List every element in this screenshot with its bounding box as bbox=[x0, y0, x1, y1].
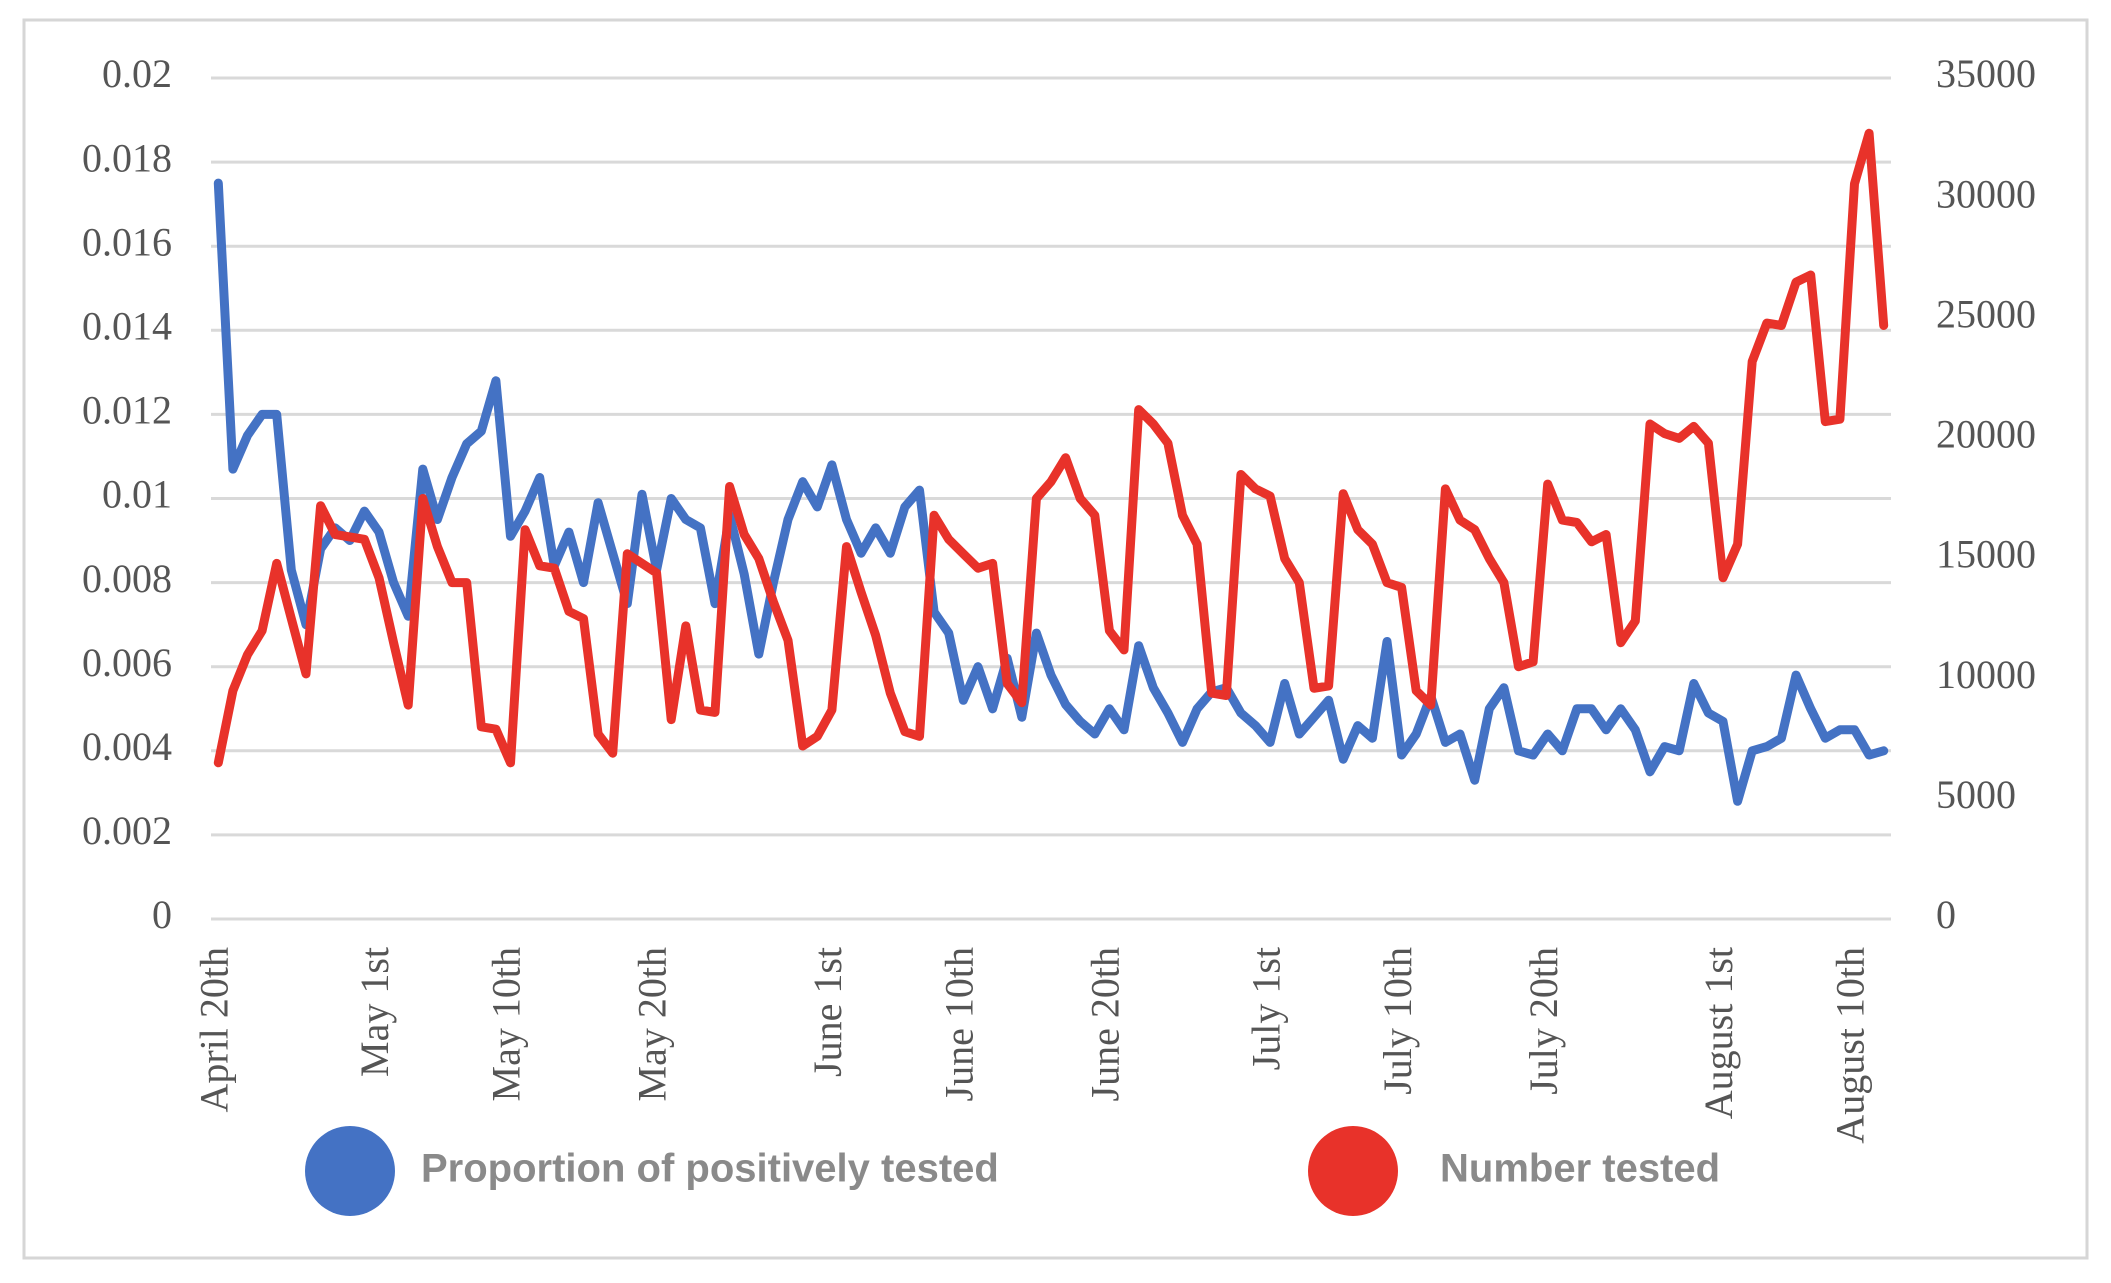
series-line bbox=[213, 178, 1889, 806]
legend-label: Proportion of positively tested bbox=[421, 1147, 999, 1191]
legend-label: Number tested bbox=[1440, 1147, 1720, 1191]
y2-tick-label: 15000 bbox=[1936, 532, 2036, 577]
y-tick-label: 0.01 bbox=[102, 472, 172, 517]
x-tick-label: July 10th bbox=[1375, 947, 1420, 1095]
y-tick-label: 0 bbox=[152, 892, 172, 937]
y2-tick-label: 20000 bbox=[1936, 412, 2036, 457]
y-tick-label: 0.018 bbox=[82, 135, 172, 180]
x-tick-label: August 10th bbox=[1828, 947, 1873, 1144]
chart-frame bbox=[22, 18, 2089, 1260]
y-tick-label: 0.002 bbox=[82, 808, 172, 853]
legend-marker bbox=[305, 1126, 395, 1216]
x-tick-label: June 20th bbox=[1083, 947, 1128, 1101]
y2-tick-label: 0 bbox=[1936, 892, 1956, 937]
y2-tick-label: 10000 bbox=[1936, 652, 2036, 697]
x-tick-label: May 10th bbox=[484, 947, 529, 1101]
series-line bbox=[213, 128, 1889, 768]
x-tick-label: May 20th bbox=[630, 947, 675, 1101]
y2-tick-label: 30000 bbox=[1936, 171, 2036, 216]
y-tick-label: 0.016 bbox=[82, 219, 172, 264]
x-tick-label: April 20th bbox=[191, 947, 236, 1113]
x-tick-label: May 1st bbox=[352, 947, 397, 1077]
y-tick-label: 0.014 bbox=[82, 303, 172, 348]
y2-tick-label: 25000 bbox=[1936, 291, 2036, 336]
x-tick-label: July 1st bbox=[1243, 947, 1288, 1070]
legend-marker bbox=[1308, 1126, 1398, 1216]
y2-tick-label: 5000 bbox=[1936, 772, 2016, 817]
y-tick-label: 0.004 bbox=[82, 724, 172, 769]
y-tick-label: 0.02 bbox=[102, 51, 172, 96]
y-tick-label: 0.006 bbox=[82, 640, 172, 685]
y2-tick-label: 35000 bbox=[1936, 51, 2036, 96]
y-tick-label: 0.012 bbox=[82, 388, 172, 433]
x-tick-label: August 1st bbox=[1696, 947, 1741, 1119]
x-tick-label: June 1st bbox=[805, 947, 850, 1077]
y-tick-label: 0.008 bbox=[82, 556, 172, 601]
x-tick-label: June 10th bbox=[937, 947, 982, 1101]
x-tick-label: July 20th bbox=[1521, 947, 1566, 1095]
